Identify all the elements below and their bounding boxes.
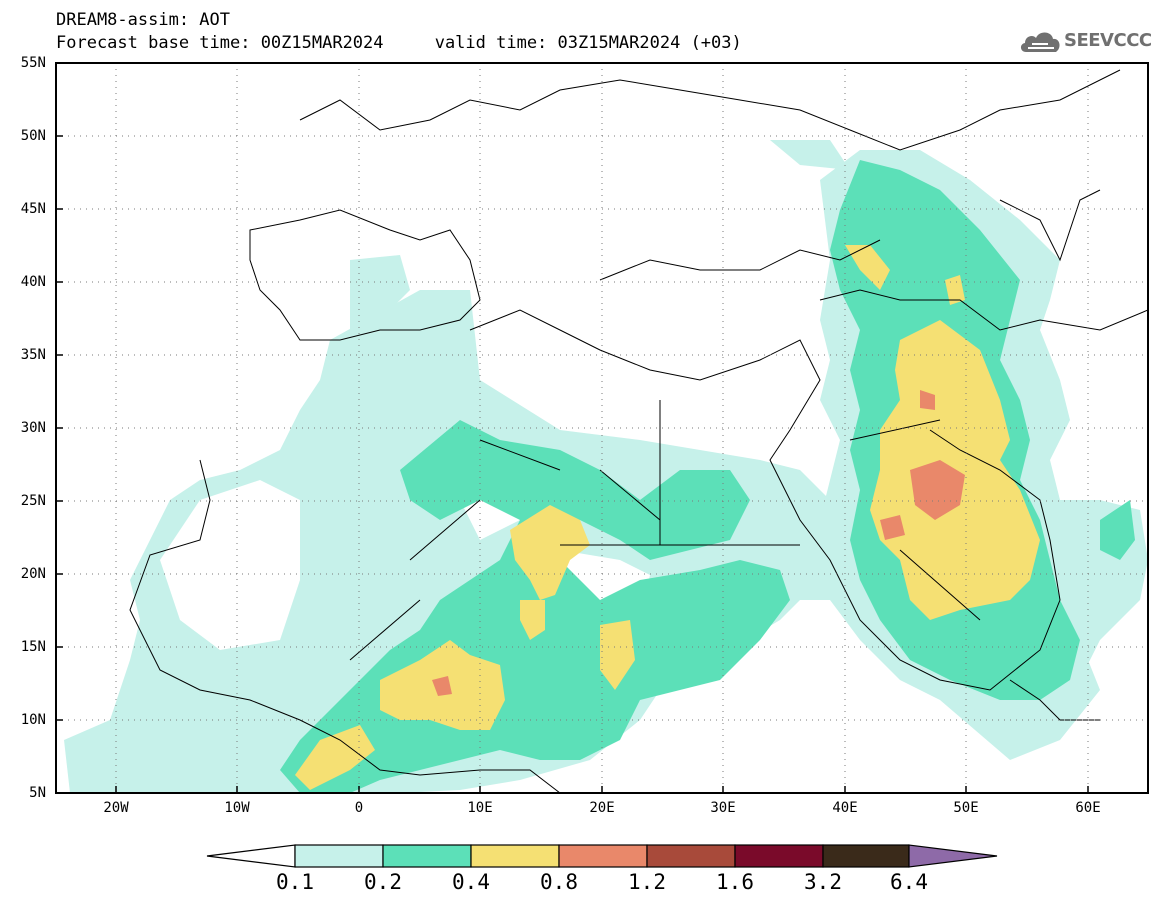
logo-text: SEEVCCC [1064, 30, 1152, 51]
colorbar-label: 1.2 [628, 870, 666, 894]
colorbar-label: 0.4 [452, 870, 490, 894]
tick-marks [56, 135, 1089, 793]
colorbar-swatch [382, 844, 472, 868]
lon-label: 40E [832, 800, 858, 816]
cloud-icon [1020, 32, 1060, 52]
colorbar-over-arrow [908, 844, 998, 868]
seevccc-logo: SEEVCCC [1018, 26, 1158, 56]
aot-band-0-8 [432, 390, 965, 696]
valid-time: valid time: 03Z15MAR2024 (+03) [434, 33, 742, 53]
lat-label: 5N [29, 785, 46, 801]
lat-label: 30N [20, 420, 46, 436]
coastlines [129, 69, 1148, 793]
colorbar-under-arrow [206, 844, 296, 868]
lat-label: 35N [20, 347, 46, 363]
lat-label: 20N [20, 566, 46, 582]
colorbar-label: 0.8 [540, 870, 578, 894]
colorbar-label: 0.1 [276, 870, 314, 894]
lon-label: 30E [710, 800, 736, 816]
lat-label: 25N [20, 493, 46, 509]
lon-label: 0 [354, 800, 364, 816]
colorbar-swatch [558, 844, 648, 868]
lat-label: 55N [20, 55, 46, 71]
forecast-time-line: Forecast base time: 00Z15MAR2024 valid t… [56, 33, 742, 53]
lon-label: 60E [1075, 800, 1101, 816]
colorbar-swatch [294, 844, 384, 868]
colorbar-label: 3.2 [804, 870, 842, 894]
lat-label: 45N [20, 201, 46, 217]
lat-label: 50N [20, 128, 46, 144]
lat-label: 10N [20, 712, 46, 728]
lat-label: 15N [20, 639, 46, 655]
colorbar-swatch [646, 844, 736, 868]
lat-label: 40N [20, 274, 46, 290]
map-title: DREAM8-assim: AOT [56, 10, 230, 30]
lon-label: 20W [103, 800, 129, 816]
colorbar-label: 6.4 [890, 870, 928, 894]
colorbar-label: 0.2 [364, 870, 402, 894]
colorbar-swatch [822, 844, 910, 868]
lon-label: 10E [467, 800, 493, 816]
base-time: Forecast base time: 00Z15MAR2024 [56, 33, 384, 53]
graticule [56, 63, 1148, 793]
colorbar-swatch [734, 844, 824, 868]
colorbar [206, 844, 998, 868]
colorbar-label: 1.6 [716, 870, 754, 894]
lon-label: 20E [589, 800, 615, 816]
lon-label: 50E [953, 800, 979, 816]
colorbar-swatch [470, 844, 560, 868]
lon-label: 10W [224, 800, 250, 816]
